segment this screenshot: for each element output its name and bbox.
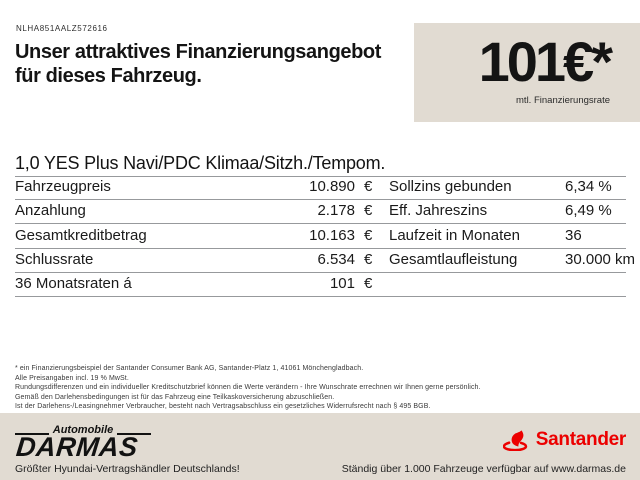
row-label: Schlussrate	[15, 250, 94, 268]
santander-logo-text: Santander	[535, 429, 627, 450]
santander-logo: Santander	[502, 429, 627, 451]
vehicle-vin: NLHA851AALZ572616	[16, 24, 108, 33]
row-right-value: 6,49 %	[565, 202, 612, 220]
table-row: Gesamtkreditbetrag 10.163 € Laufzeit in …	[15, 224, 626, 249]
row-right-label: Sollzins gebunden	[389, 178, 512, 196]
finance-table: Fahrzeugpreis 10.890 € Sollzins gebunden…	[15, 176, 635, 297]
row-unit: €	[364, 250, 373, 268]
disclaimer-line: Ist der Darlehens-/Leasingnehmer Verbrau…	[15, 403, 431, 411]
row-right-label: Laufzeit in Monaten	[389, 226, 520, 244]
bank-tagline: Ständig über 1.000 Fahrzeuge verfügbar a…	[341, 463, 626, 475]
row-label: Gesamtkreditbetrag	[15, 226, 147, 244]
offer-headline: Unser attraktives Finanzierungsangebot f…	[15, 40, 381, 88]
vehicle-title: 1,0 YES Plus Navi/PDC Klimaa/Sitzh./Temp…	[15, 153, 626, 177]
row-label: Anzahlung	[15, 202, 86, 220]
logo-rule-right	[117, 433, 151, 435]
darmas-logo-name: DARMAS	[14, 432, 140, 462]
row-right-value: 30.000 km	[565, 250, 636, 268]
row-value: 10.163	[309, 226, 355, 244]
darmas-logo-automobile: Automobile	[52, 424, 114, 436]
table-row: Schlussrate 6.534 € Gesamtlaufleistung 3…	[15, 249, 635, 273]
offer-headline-line2: für dieses Fahrzeug.	[15, 65, 202, 87]
disclaimer-line: * ein Finanzierungsbeispiel der Santande…	[15, 365, 364, 372]
row-value: 101	[329, 274, 355, 292]
footer-band: Automobile DARMAS Größter Hyundai-Vertra…	[0, 413, 640, 480]
row-unit: €	[364, 274, 373, 292]
monthly-rate-amount: 101€*	[478, 30, 613, 93]
dealer-tagline: Größter Hyundai-Vertragshändler Deutschl…	[15, 463, 240, 475]
logo-rule-left	[15, 433, 49, 435]
row-unit: €	[364, 226, 373, 244]
row-label: Fahrzeugpreis	[15, 178, 111, 196]
darmas-logo-top: Automobile	[15, 424, 151, 436]
table-row: Anzahlung 2.178 € Eff. Jahreszins 6,49 %	[15, 200, 626, 225]
disclaimer-line: Gemäß den Darlehensbedingungen ist für d…	[15, 393, 335, 401]
row-value: 10.890	[309, 178, 355, 196]
table-row: 36 Monatsraten á 101 €	[15, 273, 626, 297]
row-unit: €	[364, 202, 373, 220]
monthly-rate-box: 101€* mtl. Finanzierungsrate	[414, 23, 640, 122]
disclaimer-line: Alle Preisangaben incl. 19 % MwSt.	[15, 374, 129, 382]
table-row: Fahrzeugpreis 10.890 € Sollzins gebunden…	[15, 176, 626, 201]
row-unit: €	[364, 178, 373, 196]
offer-headline-line1: Unser attraktives Finanzierungsangebot	[15, 41, 382, 63]
row-right-value: 36	[565, 226, 582, 244]
monthly-rate-caption: mtl. Finanzierungsrate	[516, 95, 610, 106]
row-right-label: Eff. Jahreszins	[389, 202, 488, 220]
disclaimer-text: * ein Finanzierungsbeispiel der Santande…	[15, 364, 481, 412]
darmas-dealer-logo: Automobile DARMAS	[14, 424, 151, 462]
santander-flame-icon	[502, 429, 528, 451]
disclaimer-line: Rundungsdifferenzen und ein individuelle…	[15, 384, 481, 392]
row-right-value: 6,34 %	[565, 178, 612, 196]
row-label: 36 Monatsraten á	[15, 274, 132, 292]
row-right-label: Gesamtlaufleistung	[389, 250, 518, 268]
row-value: 6.534	[317, 250, 355, 268]
row-value: 2.178	[317, 202, 355, 220]
